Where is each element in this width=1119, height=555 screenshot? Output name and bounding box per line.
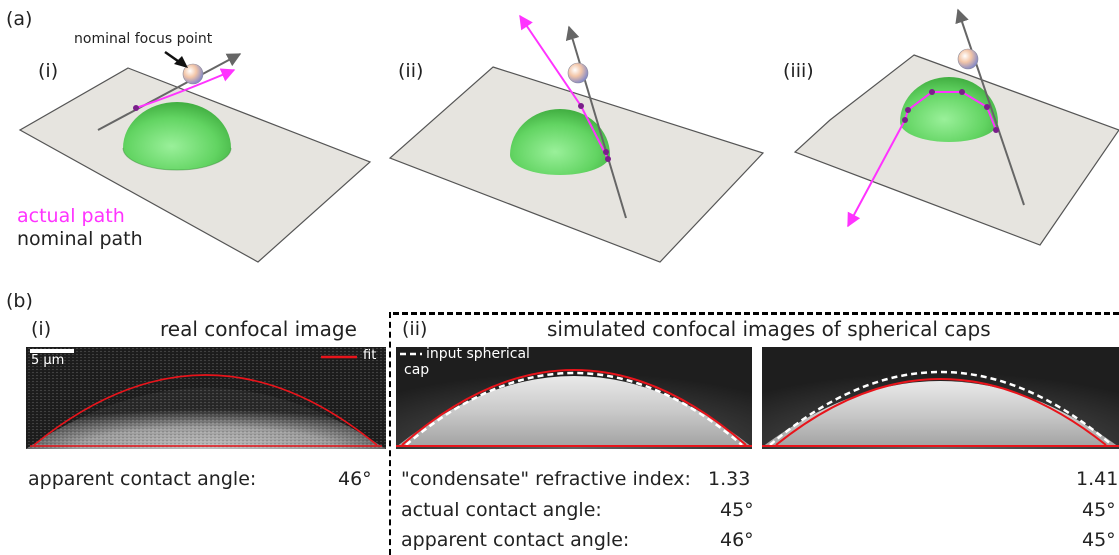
simulated-image-n133 xyxy=(396,347,752,449)
apparent-angle-value-2: 45° xyxy=(1082,529,1116,551)
panel-b-ii-left-border xyxy=(389,312,391,555)
fit-curve xyxy=(33,374,378,446)
nominal-path xyxy=(565,25,627,219)
subpanel-a-i xyxy=(18,50,372,263)
fit-legend-label: fit xyxy=(363,348,377,363)
focus-sphere xyxy=(957,48,979,70)
legend-nominal-path: nominal path xyxy=(17,228,143,250)
real-image-title: real confocal image xyxy=(160,317,357,341)
apparent-angle-value-1: 46° xyxy=(720,529,754,551)
apparent-angle-label: apparent contact angle: xyxy=(401,529,630,551)
actual-angle-value-2: 45° xyxy=(1082,499,1116,521)
refractive-index-value-1: 1.33 xyxy=(708,468,751,490)
focus-sphere xyxy=(182,63,204,85)
substrate-plane xyxy=(793,54,1119,246)
real-confocal-image xyxy=(26,347,386,449)
refraction-point xyxy=(133,105,139,111)
droplet-dome xyxy=(510,109,610,175)
subpanel-a-ii xyxy=(388,14,765,263)
nominal-path xyxy=(97,53,242,131)
subpanel-b-ii-label: (ii) xyxy=(402,318,428,340)
subpanel-a-iii xyxy=(793,8,1119,246)
focus-point-label: nominal focus point xyxy=(74,31,213,47)
panel-b-ii-top-border xyxy=(393,312,1119,315)
subpanel-a-i-label: (i) xyxy=(38,60,59,82)
refractive-index-value-2: 1.41 xyxy=(1076,468,1119,490)
legend-actual-path: actual path xyxy=(17,205,125,227)
refractive-index-label: "condensate" refractive index: xyxy=(401,468,691,490)
droplet-dome xyxy=(123,102,231,170)
fit-curve xyxy=(775,378,1107,446)
input-cap-legend-label-1: input spherical xyxy=(426,346,530,362)
input-cap-curve xyxy=(769,370,1113,446)
fit-curve xyxy=(401,369,747,446)
subpanel-a-iii-label: (iii) xyxy=(783,60,814,82)
subpanel-b-i-label: (i) xyxy=(31,318,52,340)
panel-b-label: (b) xyxy=(6,290,33,312)
panel-a-label: (a) xyxy=(6,8,33,30)
scale-bar xyxy=(30,349,74,353)
simulated-image-n141 xyxy=(762,347,1119,449)
actual-path xyxy=(135,68,236,109)
confocal-images xyxy=(26,347,1119,449)
subpanel-a-ii-label: (ii) xyxy=(398,60,424,82)
nominal-path xyxy=(955,8,1025,206)
actual-angle-label: actual contact angle: xyxy=(401,499,602,521)
input-cap-legend-label-2: cap xyxy=(404,362,430,378)
real-apparent-angle-label: apparent contact angle: xyxy=(28,468,257,490)
scale-bar-label: 5 µm xyxy=(31,353,65,368)
real-apparent-angle-value: 46° xyxy=(338,468,372,490)
focus-sphere xyxy=(567,62,589,84)
panel-a-illustrations xyxy=(18,8,1119,263)
actual-angle-value-1: 45° xyxy=(720,499,754,521)
droplet-dome xyxy=(900,77,998,142)
simulated-images-title: simulated confocal images of spherical c… xyxy=(547,317,991,341)
